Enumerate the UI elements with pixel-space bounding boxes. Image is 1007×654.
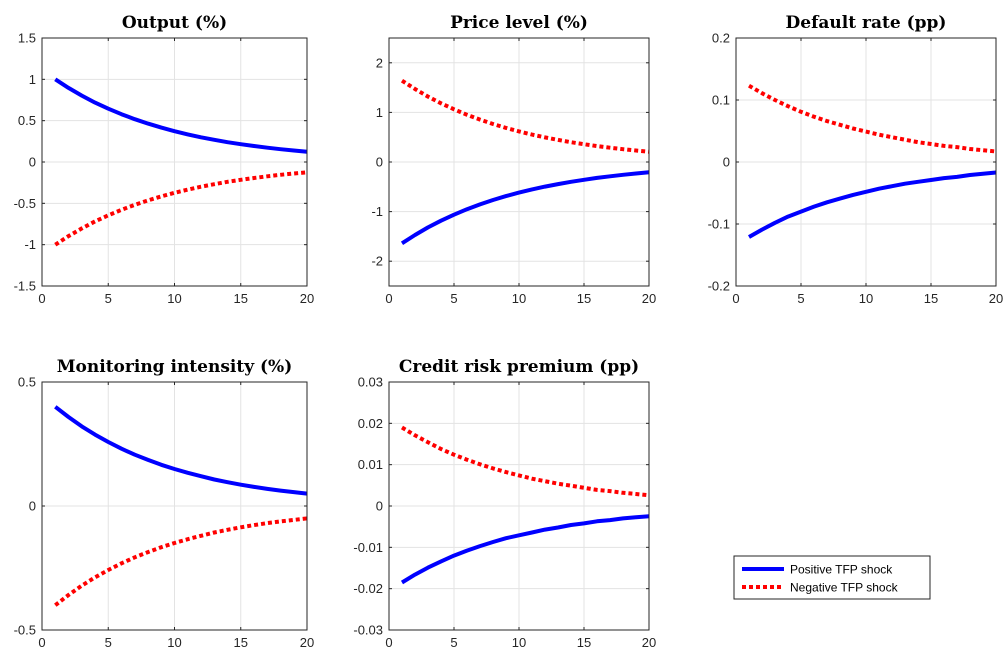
y-tick-label: -0.5 (14, 196, 36, 211)
series-line-positive-tfp-shock (54, 77, 308, 154)
series-line-negative-tfp-shock (54, 516, 308, 607)
x-tick-label: 20 (642, 291, 656, 306)
y-tick-label: 0.1 (712, 93, 730, 108)
x-tick-label: 10 (512, 291, 526, 306)
chart-title: Monitoring intensity (%) (57, 357, 293, 377)
chart-title: Credit risk premium (pp) (399, 357, 639, 377)
x-tick-label: 0 (385, 291, 392, 306)
y-tick-label: 0 (376, 499, 383, 514)
x-tick-label: 15 (577, 635, 591, 650)
x-tick-label: 15 (577, 291, 591, 306)
x-tick-label: 20 (642, 635, 656, 650)
y-tick-label: -0.2 (708, 279, 730, 294)
y-tick-label: 0.02 (358, 416, 383, 431)
y-tick-label: 0 (29, 499, 36, 514)
y-tick-label: -0.5 (14, 623, 36, 638)
y-tick-label: -0.1 (708, 217, 730, 232)
y-tick-label: -0.02 (353, 581, 383, 596)
chart-panel-5: 0 5 10 15 20 -0.03 -0.02 -0.01 0 0.01 0.02 0.03 Cred… (353, 357, 656, 650)
x-tick-label: 20 (989, 291, 1003, 306)
y-tick-label: 0.2 (712, 31, 730, 46)
x-tick-label: 10 (512, 635, 526, 650)
x-tick-label: 15 (924, 291, 938, 306)
series-line-positive-tfp-shock (748, 170, 997, 239)
y-tick-label: -2 (371, 254, 383, 269)
chart-title: Default rate (pp) (786, 13, 947, 33)
legend-box (733, 555, 931, 600)
series-line-positive-tfp-shock (400, 170, 650, 245)
x-tick-label: 10 (167, 291, 181, 306)
series-line-positive-tfp-shock (400, 514, 650, 585)
legend: Positive TFP shock Negative TFP shock (733, 555, 931, 600)
x-tick-label: 15 (234, 635, 248, 650)
x-tick-label: 5 (797, 291, 804, 306)
chart-panel-1: 0 5 10 15 20 -1.5 -1 -0.5 0 0.5 1 1.5 Output (%) (14, 13, 315, 306)
y-tick-label: 0.03 (358, 375, 383, 390)
y-tick-label: -1 (371, 204, 383, 219)
x-tick-label: 15 (234, 291, 248, 306)
x-tick-label: 10 (167, 635, 181, 650)
y-tick-label: -1.5 (14, 279, 36, 294)
y-tick-label: 0.01 (358, 457, 383, 472)
y-tick-label: -0.01 (353, 540, 383, 555)
legend-label: Positive TFP shock (790, 563, 893, 577)
y-tick-label: 2 (376, 55, 383, 70)
series-line-negative-tfp-shock (400, 79, 650, 154)
y-tick-label: -0.03 (353, 623, 383, 638)
chart-panel-3: 0 5 10 15 20 -0.2 -0.1 0 0.1 0.2 Default rate (pp) (708, 13, 1004, 306)
y-tick-label: 1 (29, 72, 36, 87)
x-tick-label: 20 (300, 291, 314, 306)
y-tick-label: 1 (376, 105, 383, 120)
y-tick-label: 0 (723, 155, 730, 170)
y-tick-label: 0 (376, 155, 383, 170)
chart-title: Output (%) (122, 13, 227, 33)
x-tick-label: 20 (300, 635, 314, 650)
y-tick-label: -1 (24, 237, 36, 252)
series-line-negative-tfp-shock (400, 425, 650, 498)
x-tick-label: 0 (38, 291, 45, 306)
x-tick-label: 10 (859, 291, 873, 306)
y-tick-label: 0.5 (18, 113, 36, 128)
x-tick-label: 0 (38, 635, 45, 650)
chart-panel-2: 0 5 10 15 20 -2 -1 0 1 2 Price level (%) (371, 13, 656, 306)
y-tick-label: 0.5 (18, 375, 36, 390)
x-tick-label: 0 (385, 635, 392, 650)
y-tick-label: 0 (29, 155, 36, 170)
legend-label: Negative TFP shock (790, 581, 899, 595)
series-line-positive-tfp-shock (54, 405, 308, 496)
x-tick-label: 5 (450, 291, 457, 306)
chart-title: Price level (%) (450, 13, 588, 33)
y-tick-label: 1.5 (18, 31, 36, 46)
x-tick-label: 5 (450, 635, 457, 650)
x-tick-label: 5 (105, 291, 112, 306)
x-tick-label: 0 (732, 291, 739, 306)
x-tick-label: 5 (105, 635, 112, 650)
